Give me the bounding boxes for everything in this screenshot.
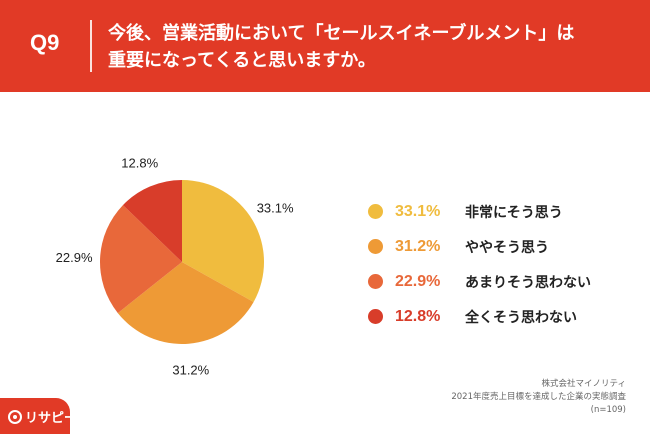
legend-item: 22.9% あまりそう思わない — [368, 264, 591, 299]
logo: リサピー — [8, 407, 77, 426]
pie-slice — [100, 205, 182, 314]
legend-value: 33.1% — [395, 202, 441, 220]
question-title-line1: 今後、営業活動において「セールスイネーブルメント」は — [108, 23, 575, 44]
legend-dot — [368, 239, 383, 254]
legend-dot — [368, 204, 383, 219]
slice-label: 31.2% — [172, 363, 209, 378]
logo-icon — [8, 409, 22, 424]
legend-value: 22.9% — [395, 272, 441, 290]
pie-slice — [182, 180, 264, 302]
pie-slice — [117, 262, 254, 344]
legend-dot — [368, 309, 383, 324]
legend-label: 非常にそう思う — [465, 204, 563, 221]
question-number: Q9 — [30, 30, 60, 55]
legend-value: 12.8% — [395, 307, 441, 325]
legend-item: 12.8% 全くそう思わない — [368, 299, 591, 334]
legend-value: 31.2% — [395, 237, 441, 255]
legend-dot — [368, 274, 383, 289]
slice-label: 33.1% — [257, 200, 294, 215]
question-title: 今後、営業活動において「セールスイネーブルメント」は 重要になってくると思います… — [108, 20, 628, 74]
legend-label: ややそう思う — [465, 239, 549, 256]
footnote-survey: 2021年度売上目標を達成した企業の実態調査 — [451, 392, 626, 402]
legend-item: 31.2% ややそう思う — [368, 229, 591, 264]
legend: 33.1% 非常にそう思う 31.2% ややそう思う 22.9% あまりそう思わ… — [368, 194, 591, 334]
legend-label: 全くそう思わない — [465, 309, 577, 326]
footnote: 株式会社マイノリティ 2021年度売上目標を達成した企業の実態調査 (n=109… — [451, 378, 626, 417]
logo-text: リサピー — [25, 411, 78, 426]
legend-item: 33.1% 非常にそう思う — [368, 194, 591, 229]
footnote-sample: (n=109) — [590, 405, 626, 415]
header-divider — [90, 20, 92, 72]
header: Q9 今後、営業活動において「セールスイネーブルメント」は 重要になってくると思… — [0, 0, 650, 90]
slice-label: 22.9% — [56, 250, 93, 265]
footnote-company: 株式会社マイノリティ — [541, 379, 627, 389]
legend-label: あまりそう思わない — [465, 274, 591, 291]
question-title-line2: 重要になってくると思いますか。 — [108, 50, 376, 71]
slice-label: 12.8% — [121, 156, 158, 171]
pie-slice — [122, 180, 182, 262]
